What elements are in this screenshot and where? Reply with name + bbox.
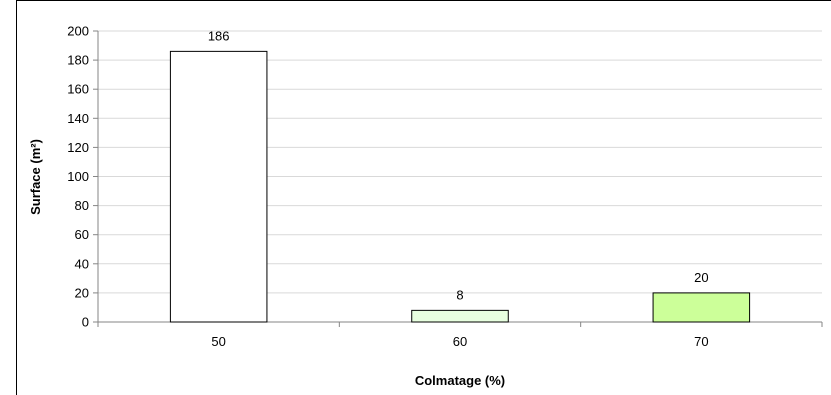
- chart-frame: [16, 0, 831, 395]
- y-tick-label: 0: [82, 315, 89, 330]
- x-tick-label-70: 70: [694, 334, 708, 349]
- x-axis-title: Colmatage (%): [415, 373, 505, 388]
- y-tick-label: 40: [75, 256, 89, 271]
- y-tick-labels: 0 20 40 60 80 100 120 140 160 180 200: [67, 24, 89, 330]
- bar-50: [169, 50, 268, 323]
- y-tick-label: 100: [67, 169, 89, 184]
- data-label-70: 20: [694, 270, 708, 285]
- y-tick-label: 160: [67, 82, 89, 97]
- data-label-60: 8: [456, 287, 463, 302]
- y-tick-label: 140: [67, 111, 89, 126]
- data-labels: 186 8 20: [208, 28, 709, 302]
- y-tick-label: 200: [67, 24, 89, 39]
- x-tick-label-60: 60: [453, 334, 467, 349]
- bars: [169, 50, 751, 323]
- y-axis-title: Surface (m²): [28, 139, 43, 215]
- bar-70: [652, 292, 751, 323]
- x-tick-labels: 50 60 70: [211, 334, 708, 349]
- y-tick-label: 120: [67, 140, 89, 155]
- y-tick-label: 60: [75, 227, 89, 242]
- y-tick-label: 80: [75, 198, 89, 213]
- bar-60: [411, 309, 509, 323]
- y-tick-label: 20: [75, 285, 89, 300]
- data-label-50: 186: [208, 28, 230, 43]
- x-tick-label-50: 50: [211, 334, 225, 349]
- y-tick-label: 180: [67, 53, 89, 68]
